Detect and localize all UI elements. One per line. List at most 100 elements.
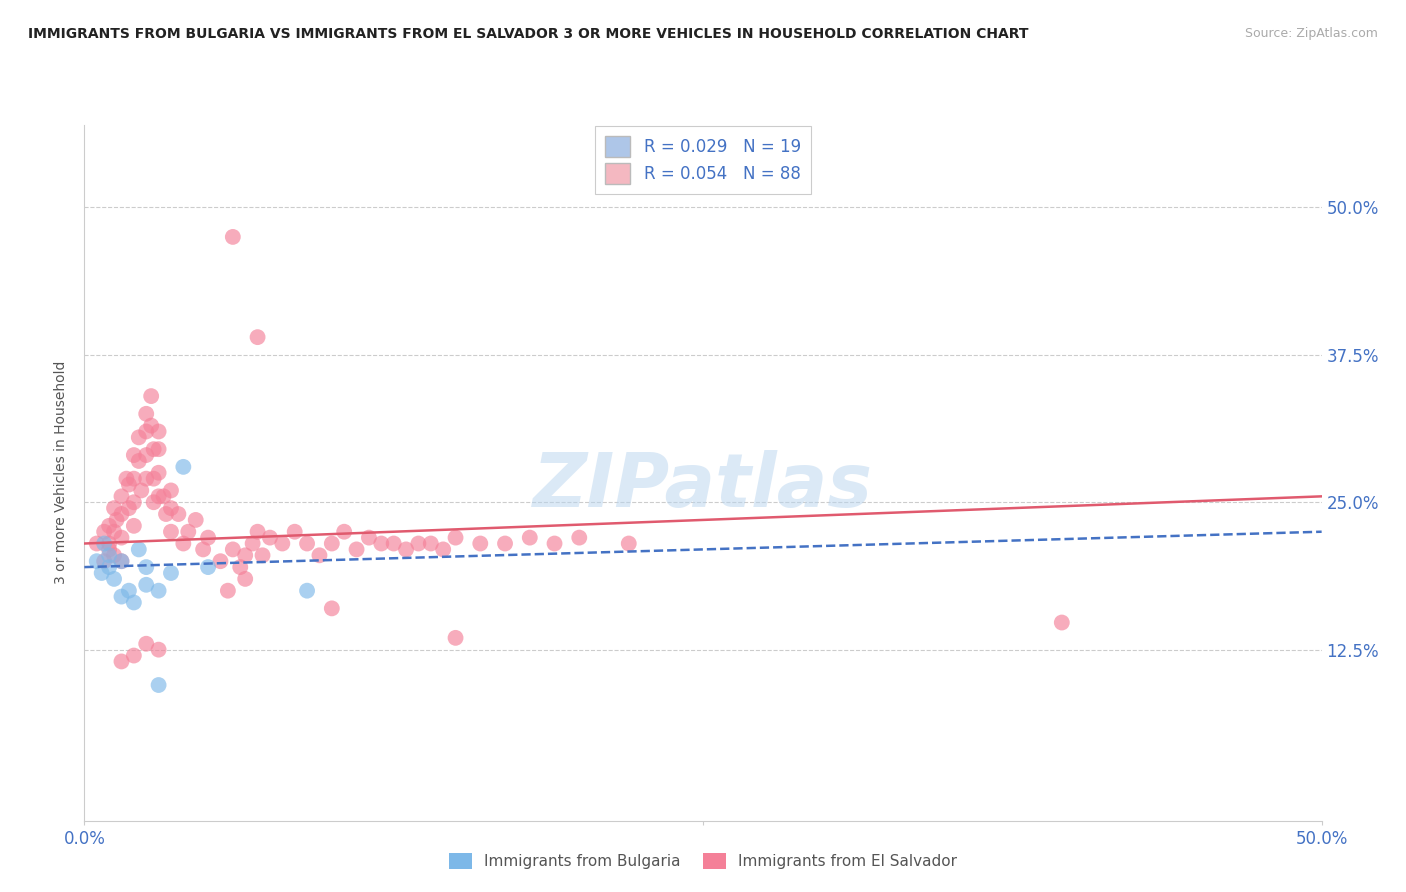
Point bbox=[209, 554, 232, 568]
Point bbox=[148, 642, 170, 657]
Point bbox=[128, 454, 150, 468]
Point bbox=[308, 549, 330, 563]
Point bbox=[122, 495, 145, 509]
Point bbox=[217, 583, 239, 598]
Point bbox=[98, 549, 121, 563]
Point bbox=[128, 542, 150, 557]
Point bbox=[444, 531, 467, 545]
Point bbox=[419, 536, 441, 550]
Point bbox=[1050, 615, 1073, 630]
Point bbox=[110, 655, 132, 669]
Point bbox=[86, 536, 108, 550]
Point bbox=[197, 531, 219, 545]
Point bbox=[370, 536, 392, 550]
Point bbox=[382, 536, 405, 550]
Point bbox=[148, 466, 170, 480]
Point bbox=[152, 489, 174, 503]
Point bbox=[160, 566, 183, 580]
Point bbox=[93, 524, 115, 539]
Point bbox=[246, 524, 269, 539]
Text: Source: ZipAtlas.com: Source: ZipAtlas.com bbox=[1244, 27, 1378, 40]
Point bbox=[172, 459, 194, 474]
Point bbox=[148, 489, 170, 503]
Point bbox=[118, 501, 141, 516]
Point bbox=[135, 425, 157, 439]
Point bbox=[135, 637, 157, 651]
Point bbox=[432, 542, 454, 557]
Point bbox=[142, 495, 165, 509]
Point bbox=[197, 560, 219, 574]
Point bbox=[98, 560, 121, 574]
Point bbox=[148, 425, 170, 439]
Point bbox=[141, 418, 163, 433]
Point bbox=[93, 554, 115, 568]
Point bbox=[118, 477, 141, 491]
Point bbox=[115, 472, 138, 486]
Text: ZIPatlas: ZIPatlas bbox=[533, 450, 873, 524]
Point bbox=[135, 448, 157, 462]
Point bbox=[142, 442, 165, 457]
Point bbox=[122, 448, 145, 462]
Point bbox=[184, 513, 207, 527]
Legend: Immigrants from Bulgaria, Immigrants from El Salvador: Immigrants from Bulgaria, Immigrants fro… bbox=[443, 847, 963, 875]
Point bbox=[118, 583, 141, 598]
Point bbox=[271, 536, 294, 550]
Point bbox=[222, 230, 245, 244]
Point bbox=[98, 518, 121, 533]
Point bbox=[148, 678, 170, 692]
Point bbox=[160, 524, 183, 539]
Point bbox=[233, 572, 256, 586]
Y-axis label: 3 or more Vehicles in Household: 3 or more Vehicles in Household bbox=[55, 361, 69, 584]
Point bbox=[103, 524, 125, 539]
Point bbox=[568, 531, 591, 545]
Point bbox=[617, 536, 640, 550]
Legend: R = 0.029   N = 19, R = 0.054   N = 88: R = 0.029 N = 19, R = 0.054 N = 88 bbox=[595, 127, 811, 194]
Point bbox=[141, 389, 163, 403]
Point bbox=[177, 524, 200, 539]
Point bbox=[142, 472, 165, 486]
Point bbox=[395, 542, 418, 557]
Point bbox=[110, 590, 132, 604]
Point bbox=[246, 330, 269, 344]
Point bbox=[122, 472, 145, 486]
Point bbox=[148, 583, 170, 598]
Point bbox=[122, 518, 145, 533]
Point bbox=[98, 542, 121, 557]
Point bbox=[233, 549, 256, 563]
Point bbox=[222, 542, 245, 557]
Point bbox=[519, 531, 541, 545]
Point bbox=[128, 430, 150, 444]
Point bbox=[408, 536, 430, 550]
Point bbox=[135, 407, 157, 421]
Point bbox=[129, 483, 152, 498]
Point bbox=[160, 501, 183, 516]
Point bbox=[110, 531, 132, 545]
Point bbox=[172, 536, 194, 550]
Point bbox=[543, 536, 565, 550]
Point bbox=[242, 536, 264, 550]
Point bbox=[110, 554, 132, 568]
Point bbox=[135, 560, 157, 574]
Point bbox=[110, 554, 132, 568]
Point bbox=[333, 524, 356, 539]
Point bbox=[135, 578, 157, 592]
Point bbox=[444, 631, 467, 645]
Point bbox=[295, 583, 318, 598]
Point bbox=[98, 536, 121, 550]
Point bbox=[321, 536, 343, 550]
Point bbox=[122, 648, 145, 663]
Point bbox=[135, 472, 157, 486]
Point bbox=[321, 601, 343, 615]
Point bbox=[295, 536, 318, 550]
Point bbox=[191, 542, 214, 557]
Text: IMMIGRANTS FROM BULGARIA VS IMMIGRANTS FROM EL SALVADOR 3 OR MORE VEHICLES IN HO: IMMIGRANTS FROM BULGARIA VS IMMIGRANTS F… bbox=[28, 27, 1029, 41]
Point bbox=[103, 572, 125, 586]
Point bbox=[167, 507, 190, 521]
Point bbox=[103, 501, 125, 516]
Point bbox=[86, 554, 108, 568]
Point bbox=[470, 536, 492, 550]
Point bbox=[155, 507, 177, 521]
Point bbox=[252, 549, 274, 563]
Point bbox=[346, 542, 368, 557]
Point bbox=[110, 507, 132, 521]
